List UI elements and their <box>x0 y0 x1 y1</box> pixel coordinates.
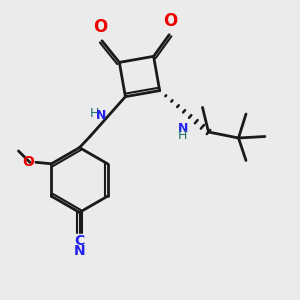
Text: O: O <box>93 18 108 36</box>
Text: N: N <box>74 244 85 258</box>
Text: N: N <box>96 109 106 122</box>
Text: H: H <box>178 129 187 142</box>
Text: C: C <box>74 234 85 248</box>
Text: N: N <box>177 122 188 134</box>
Text: H: H <box>89 107 99 120</box>
Text: O: O <box>164 12 178 30</box>
Text: O: O <box>22 155 34 169</box>
